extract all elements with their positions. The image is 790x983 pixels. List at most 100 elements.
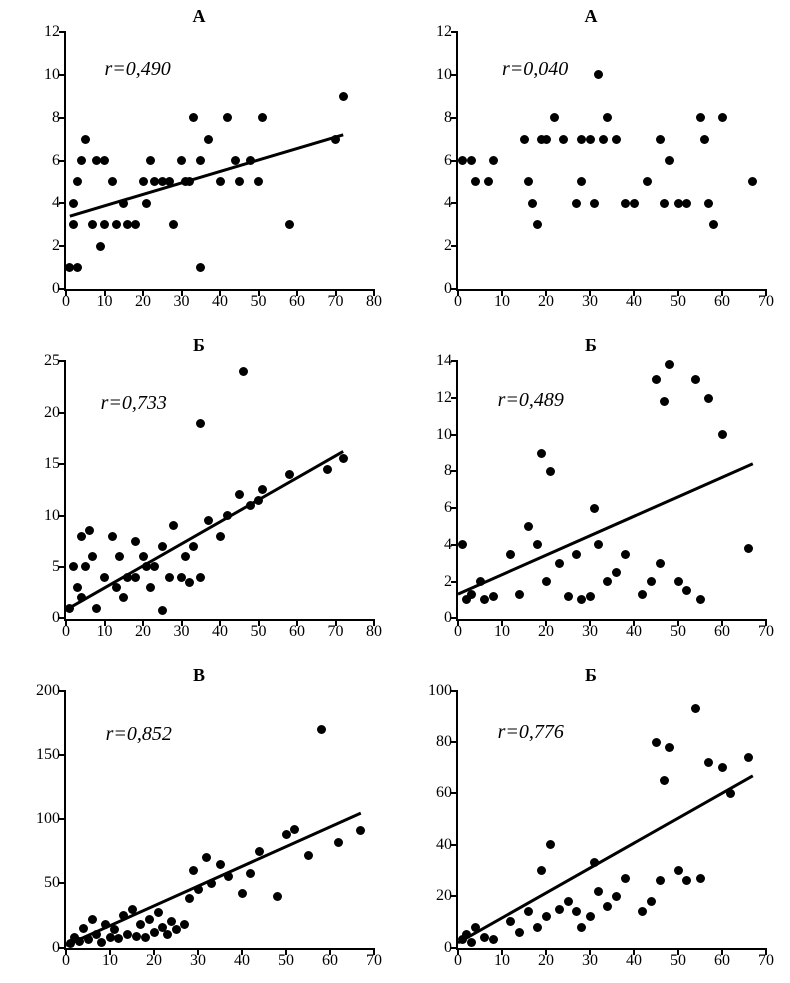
data-point: [323, 465, 332, 474]
panel-p5: Б010203040506070020406080100r=0,776: [410, 665, 772, 976]
data-point: [165, 573, 174, 582]
data-point: [489, 935, 498, 944]
x-tick-label: 70: [328, 623, 344, 641]
x-tick-label: 30: [174, 293, 190, 311]
y-tick-label: 5: [52, 558, 60, 576]
x-tick-label: 10: [494, 293, 510, 311]
data-point: [577, 135, 586, 144]
data-point: [204, 135, 213, 144]
data-point: [590, 199, 599, 208]
y-tick: [451, 844, 458, 846]
data-point: [223, 113, 232, 122]
x-tick-label: 70: [758, 952, 774, 970]
data-point: [524, 177, 533, 186]
data-point: [542, 912, 551, 921]
y-tick: [451, 792, 458, 794]
data-point: [100, 220, 109, 229]
data-point: [131, 573, 140, 582]
data-point: [165, 177, 174, 186]
y-tick-label: 100: [36, 810, 60, 828]
x-tick-label: 30: [582, 293, 598, 311]
data-point: [204, 516, 213, 525]
data-point: [154, 908, 163, 917]
data-point: [471, 177, 480, 186]
data-point: [704, 199, 713, 208]
y-tick-label: 8: [444, 462, 452, 480]
data-point: [542, 577, 551, 586]
data-point: [282, 830, 291, 839]
y-tick: [451, 690, 458, 692]
y-tick-label: 4: [52, 194, 60, 212]
data-point: [254, 496, 263, 505]
x-tick-label: 20: [146, 952, 162, 970]
data-point: [603, 902, 612, 911]
data-point: [533, 220, 542, 229]
data-point: [196, 419, 205, 428]
data-point: [131, 537, 140, 546]
y-tick-label: 8: [444, 109, 452, 127]
data-point: [480, 595, 489, 604]
data-point: [458, 156, 467, 165]
data-point: [158, 606, 167, 615]
x-tick-label: 30: [582, 952, 598, 970]
panel-title: А: [18, 6, 380, 27]
y-tick: [59, 288, 66, 290]
y-tick-label: 12: [436, 23, 452, 41]
data-point: [696, 113, 705, 122]
data-point: [718, 763, 727, 772]
data-point: [704, 394, 713, 403]
y-tick-label: 6: [444, 152, 452, 170]
data-point: [528, 199, 537, 208]
data-point: [285, 470, 294, 479]
data-point: [177, 156, 186, 165]
data-point: [586, 592, 595, 601]
data-point: [317, 725, 326, 734]
y-tick-label: 100: [428, 682, 452, 700]
data-point: [674, 199, 683, 208]
data-point: [216, 177, 225, 186]
y-tick: [59, 947, 66, 949]
y-tick: [59, 566, 66, 568]
x-tick-label: 0: [62, 293, 70, 311]
y-tick: [59, 360, 66, 362]
data-point: [572, 550, 581, 559]
data-point: [489, 592, 498, 601]
x-tick-label: 0: [62, 952, 70, 970]
x-tick-label: 60: [289, 293, 305, 311]
data-point: [255, 847, 264, 856]
data-point: [132, 932, 141, 941]
x-tick-label: 60: [714, 293, 730, 311]
data-point: [621, 199, 630, 208]
data-point: [223, 511, 232, 520]
data-point: [665, 156, 674, 165]
chart-grid: А01020304050607080024681012r=0,490А01020…: [18, 6, 772, 976]
data-point: [169, 220, 178, 229]
plot-area: 010203040506070020406080100r=0,776: [456, 691, 766, 950]
x-tick-label: 20: [135, 623, 151, 641]
data-point: [258, 113, 267, 122]
data-point: [748, 177, 757, 186]
data-point: [718, 113, 727, 122]
data-point: [612, 568, 621, 577]
data-point: [638, 907, 647, 916]
x-tick-label: 0: [454, 952, 462, 970]
data-point: [656, 135, 665, 144]
y-tick: [451, 544, 458, 546]
x-tick-label: 10: [97, 293, 113, 311]
r-label: r=0,776: [498, 721, 564, 744]
data-point: [515, 928, 524, 937]
data-point: [131, 220, 140, 229]
data-point: [180, 920, 189, 929]
data-point: [744, 753, 753, 762]
y-tick-label: 2: [444, 237, 452, 255]
panel-title: Б: [410, 335, 772, 356]
data-point: [119, 911, 128, 920]
y-tick: [451, 74, 458, 76]
x-tick-label: 20: [538, 952, 554, 970]
y-tick: [59, 818, 66, 820]
x-tick-label: 40: [626, 293, 642, 311]
y-tick: [451, 741, 458, 743]
data-point: [555, 905, 564, 914]
x-tick-label: 50: [670, 952, 686, 970]
data-point: [185, 578, 194, 587]
